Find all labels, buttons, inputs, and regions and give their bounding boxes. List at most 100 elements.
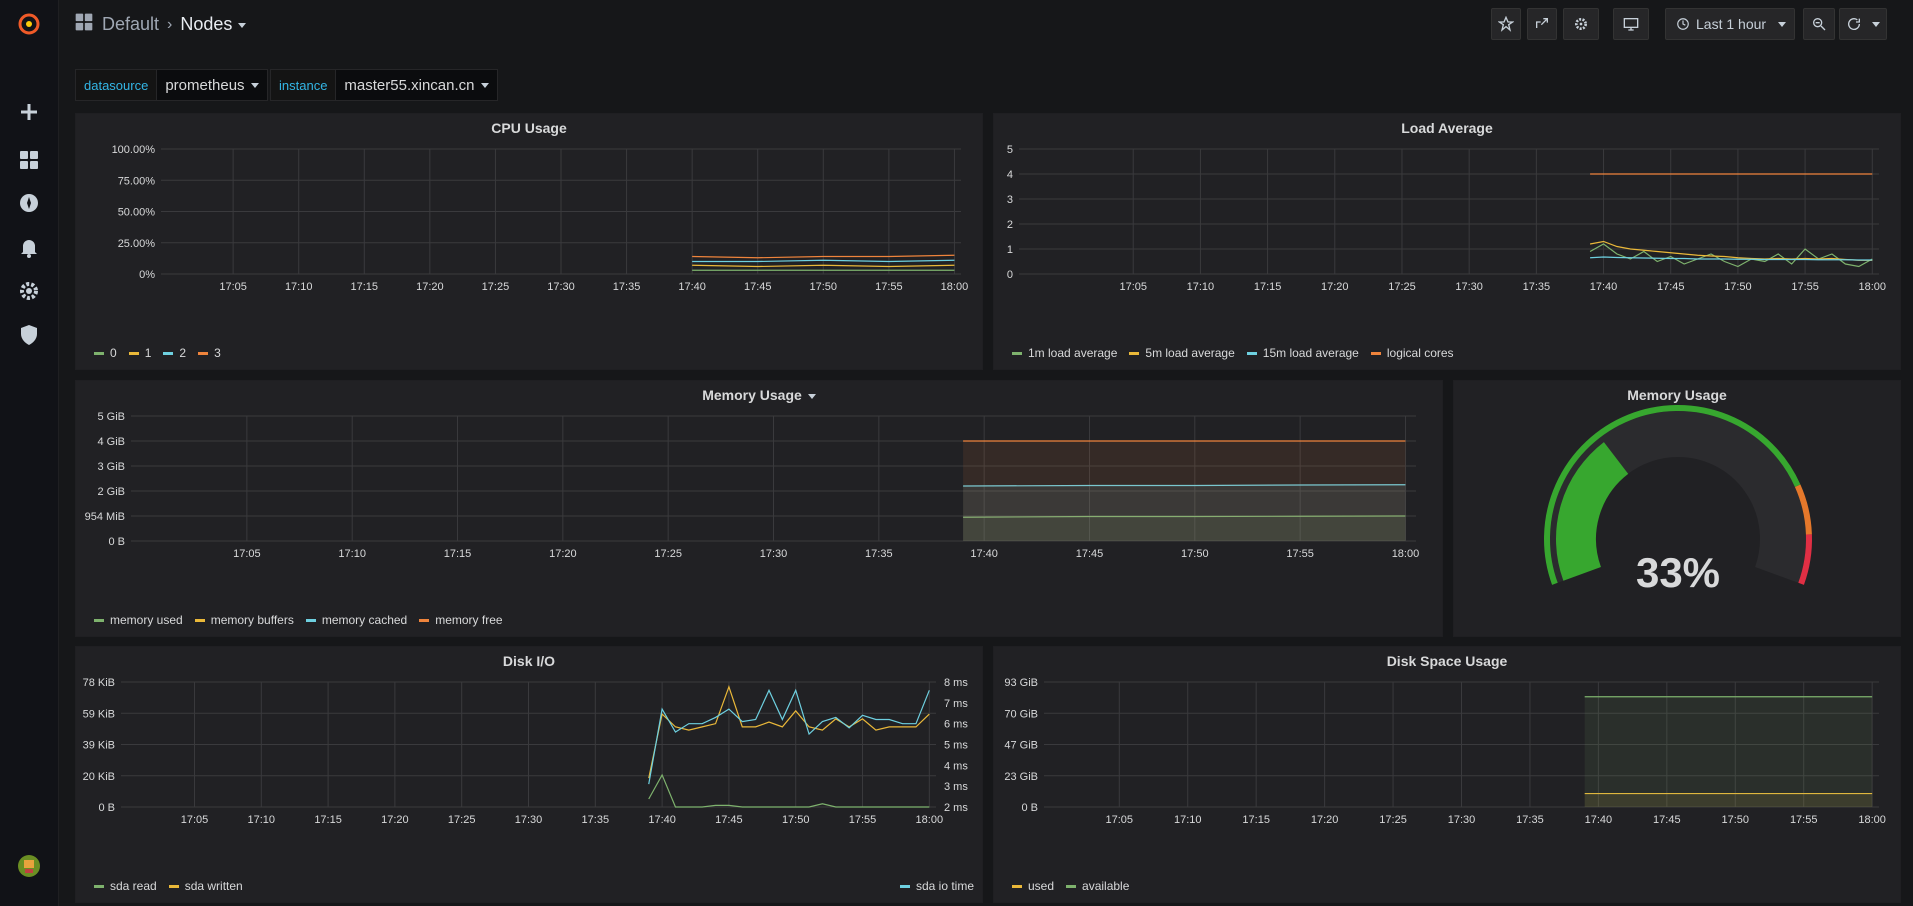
legend-item[interactable]: sda written xyxy=(168,879,243,893)
legend-item[interactable]: memory used xyxy=(94,613,183,627)
y-tick-label: 0 B xyxy=(108,536,125,548)
breadcrumb-separator: › xyxy=(167,15,173,33)
panel-disk-space-usage[interactable]: Disk Space Usage 93 GiB 70 GiB 47 GiB 23 Gi… xyxy=(993,646,1901,903)
legend-swatch xyxy=(1012,884,1022,888)
legend-item[interactable]: 1 xyxy=(128,346,151,360)
series-3-line xyxy=(692,254,955,259)
panel-title[interactable]: Disk Space Usage xyxy=(1386,653,1508,669)
x-tick-label: 17:20 xyxy=(381,814,409,826)
zoom-out-button[interactable] xyxy=(1803,8,1835,40)
dashboard-title[interactable]: Nodes xyxy=(180,14,247,35)
legend: used available xyxy=(1012,879,1129,893)
panel-disk-io[interactable]: Disk I/O 78 KiB 59 KiB 39 KiB 20 KiB 0 B 8 ms… xyxy=(75,646,983,903)
panel-title[interactable]: Memory Usage xyxy=(1627,387,1727,403)
legend-item[interactable]: memory free xyxy=(419,613,503,627)
y-tick-label: 2 GiB xyxy=(97,486,125,498)
x-tick-label: 17:40 xyxy=(648,814,676,826)
panel-title[interactable]: Load Average xyxy=(1401,120,1493,136)
star-icon xyxy=(1498,16,1514,32)
top-bar: Default › Nodes Last 1 hour xyxy=(58,0,1913,50)
y-tick-label: 59 KiB xyxy=(83,708,115,720)
x-tick-label: 17:30 xyxy=(760,548,788,560)
series-memory-free-area xyxy=(963,441,1406,541)
x-tick-label: 17:55 xyxy=(1790,814,1818,826)
server-admin-shield-icon[interactable] xyxy=(0,315,58,355)
legend-item[interactable]: 1m load average xyxy=(1012,346,1117,360)
legend-item[interactable]: sda io time xyxy=(899,879,974,893)
x-tick-label: 17:25 xyxy=(1388,281,1416,293)
y-tick-label: 39 KiB xyxy=(83,740,115,752)
legend-label: sda read xyxy=(110,879,157,893)
legend-item[interactable]: 15m load average xyxy=(1246,346,1359,360)
legend: 1m load average 5m load average 15m load a… xyxy=(1012,346,1454,360)
legend-item[interactable]: 0 xyxy=(94,346,117,360)
legend-item[interactable]: memory cached xyxy=(305,613,407,627)
breadcrumb-folder[interactable]: Default xyxy=(102,14,160,34)
series-memory-used-line xyxy=(963,515,1406,518)
x-tick-label: 17:10 xyxy=(338,548,366,560)
share-button[interactable] xyxy=(1527,8,1557,40)
datasource-select[interactable]: prometheus xyxy=(157,70,267,100)
disk-space-chart: 93 GiB 70 GiB 47 GiB 23 GiB 0 B 17:05 17:10 17:… xyxy=(1004,677,1886,826)
dashboard-title-text: Nodes xyxy=(180,14,233,34)
plus-icon[interactable] xyxy=(0,92,58,132)
panel-memory-usage[interactable]: Memory Usage 5 GiB 4 GiB 3 GiB 2 GiB 954 MiB… xyxy=(75,380,1443,637)
chevron-down-icon xyxy=(1872,21,1880,27)
gauge-threshold-red xyxy=(1798,534,1812,585)
legend-item[interactable]: available xyxy=(1066,879,1129,893)
panel-memory-gauge[interactable]: Memory Usage 33% xyxy=(1453,380,1901,637)
panel-load-average[interactable]: Load Average 5 4 3 2 1 0 17:05 17:10 17:15 17:20 1… xyxy=(993,113,1901,370)
grafana-logo-icon[interactable] xyxy=(0,4,58,44)
alerting-bell-icon[interactable] xyxy=(0,227,58,267)
dashboards-grid-icon xyxy=(74,12,94,37)
y-tick-label: 3 GiB xyxy=(97,461,125,473)
x-tick-label: 17:10 xyxy=(1174,814,1202,826)
explore-compass-icon[interactable] xyxy=(0,183,58,223)
x-tick-label: 17:55 xyxy=(849,814,877,826)
cpu-usage-chart: 100.00% 75.00% 50.00% 25.00% 0% 17:05 17:10 17:… xyxy=(112,144,969,293)
legend-item[interactable]: sda read xyxy=(94,879,157,893)
x-tick-label: 17:20 xyxy=(1311,814,1339,826)
user-avatar[interactable] xyxy=(0,846,58,886)
x-tick-label: 17:30 xyxy=(1455,281,1483,293)
legend-item[interactable]: logical cores xyxy=(1370,346,1454,360)
monitor-icon xyxy=(1623,18,1639,31)
panel-title[interactable]: Memory Usage xyxy=(76,387,1442,403)
legend-item[interactable]: 5m load average xyxy=(1129,346,1235,360)
panel-cpu-usage[interactable]: CPU Usage 100.00% 75.00% 50.00% 25.00% 0% 17:… xyxy=(75,113,983,370)
legend-label: 0 xyxy=(110,346,117,360)
x-tick-label: 17:20 xyxy=(1321,281,1349,293)
settings-button[interactable] xyxy=(1563,8,1599,40)
legend-item[interactable]: 3 xyxy=(198,346,221,360)
configuration-gear-icon[interactable] xyxy=(0,271,58,311)
x-tick-label: 17:30 xyxy=(1448,814,1476,826)
legend-item[interactable]: memory buffers xyxy=(194,613,294,627)
y2-tick-label: 2 ms xyxy=(944,802,968,814)
y2-tick-label: 8 ms xyxy=(944,677,968,689)
panel-title[interactable]: Disk I/O xyxy=(502,653,556,669)
chevron-down-icon xyxy=(1778,21,1787,27)
legend-swatch xyxy=(1370,351,1381,355)
legend-swatch xyxy=(198,351,209,355)
legend-swatch xyxy=(94,351,104,355)
y-tick-label: 5 xyxy=(1007,144,1013,156)
instance-select[interactable]: master55.xincan.cn xyxy=(336,70,497,100)
x-tick-label: 17:25 xyxy=(448,814,476,826)
series-sda-written-line xyxy=(648,684,930,779)
variable-label: instance xyxy=(271,70,337,100)
legend-swatch xyxy=(305,618,316,622)
legend-swatch xyxy=(1066,884,1077,888)
dashboards-icon[interactable] xyxy=(0,140,58,180)
legend-item[interactable]: 2 xyxy=(163,346,186,360)
y-tick-label: 0 B xyxy=(1021,802,1038,814)
refresh-button[interactable] xyxy=(1839,8,1887,40)
x-tick-label: 18:00 xyxy=(1392,548,1420,560)
panel-title[interactable]: CPU Usage xyxy=(491,120,567,136)
series-memory-cached-line xyxy=(963,484,1406,487)
tv-mode-button[interactable] xyxy=(1613,8,1649,40)
time-picker-button[interactable]: Last 1 hour xyxy=(1665,8,1795,40)
legend-label: memory buffers xyxy=(210,613,294,627)
star-button[interactable] xyxy=(1491,8,1521,40)
legend-item[interactable]: used xyxy=(1012,879,1054,893)
y-tick-label: 954 MiB xyxy=(85,511,125,523)
